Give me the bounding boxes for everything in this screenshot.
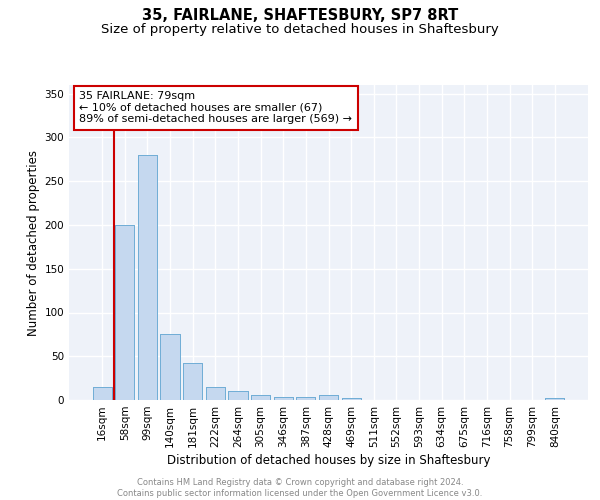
Bar bbox=[138, 155, 157, 400]
Bar bbox=[274, 396, 293, 400]
Bar bbox=[229, 391, 248, 400]
Bar bbox=[545, 398, 565, 400]
Bar bbox=[545, 398, 565, 400]
Bar bbox=[92, 387, 112, 400]
Bar bbox=[183, 363, 202, 400]
Bar bbox=[296, 396, 316, 400]
Bar bbox=[274, 396, 293, 400]
Bar bbox=[319, 395, 338, 400]
Text: 35 FAIRLANE: 79sqm
← 10% of detached houses are smaller (67)
89% of semi-detache: 35 FAIRLANE: 79sqm ← 10% of detached hou… bbox=[79, 92, 352, 124]
Bar bbox=[206, 387, 225, 400]
Bar bbox=[296, 396, 316, 400]
Bar bbox=[92, 387, 112, 400]
Bar bbox=[251, 395, 270, 400]
Text: Size of property relative to detached houses in Shaftesbury: Size of property relative to detached ho… bbox=[101, 22, 499, 36]
Bar bbox=[341, 398, 361, 400]
Bar bbox=[115, 225, 134, 400]
Bar bbox=[115, 225, 134, 400]
Text: Contains HM Land Registry data © Crown copyright and database right 2024.
Contai: Contains HM Land Registry data © Crown c… bbox=[118, 478, 482, 498]
Text: 35, FAIRLANE, SHAFTESBURY, SP7 8RT: 35, FAIRLANE, SHAFTESBURY, SP7 8RT bbox=[142, 8, 458, 22]
X-axis label: Distribution of detached houses by size in Shaftesbury: Distribution of detached houses by size … bbox=[167, 454, 490, 467]
Y-axis label: Number of detached properties: Number of detached properties bbox=[27, 150, 40, 336]
Bar bbox=[251, 395, 270, 400]
Bar bbox=[206, 387, 225, 400]
Bar bbox=[138, 155, 157, 400]
Bar bbox=[341, 398, 361, 400]
Bar bbox=[229, 391, 248, 400]
Bar bbox=[183, 363, 202, 400]
Bar bbox=[160, 334, 180, 400]
Bar bbox=[160, 334, 180, 400]
Bar bbox=[319, 395, 338, 400]
